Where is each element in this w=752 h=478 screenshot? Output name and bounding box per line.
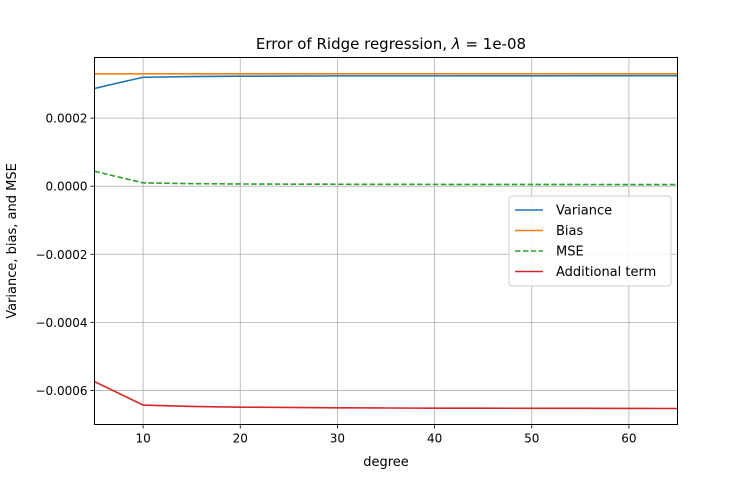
legend-label: Variance	[556, 204, 612, 219]
y-tick-label: 0.0002	[46, 112, 88, 126]
y-tick-label: −0.0002	[35, 248, 87, 262]
y-tick-label: 0.0000	[46, 180, 88, 194]
x-tick-label: 50	[524, 432, 539, 446]
y-tick-label: −0.0006	[35, 384, 87, 398]
chart-title: Error of Ridge regression, λ = 1e-08	[256, 35, 526, 53]
x-tick-label: 30	[330, 432, 345, 446]
title-lambda: λ	[451, 35, 461, 53]
x-tick-label: 40	[427, 432, 442, 446]
x-axis-label: degree	[363, 455, 409, 470]
series-line-mse	[94, 170, 678, 186]
legend-label: MSE	[556, 245, 584, 260]
title-suffix: = 1e-08	[461, 35, 526, 53]
series-line-variance	[94, 74, 678, 90]
series-layer	[94, 73, 678, 410]
legend: Variance Bias MSE Additional term	[508, 195, 672, 287]
legend-label: Additional term	[556, 265, 656, 280]
x-tick-label: 60	[621, 432, 636, 446]
series-line-additional-term	[94, 380, 678, 410]
tick-layer: 10 20 30 40 50 60 −0.0006 −0.0004 −0.0002 0.0000 0…	[35, 112, 636, 446]
legend-box	[508, 195, 672, 287]
x-tick-label: 10	[135, 432, 150, 446]
legend-label: Bias	[556, 224, 583, 239]
label-layer: Error of Ridge regression, λ = 1e-08 deg…	[5, 35, 526, 470]
title-prefix: Error of Ridge regression,	[256, 35, 452, 53]
y-axis-label: Variance, bias, and MSE	[5, 163, 20, 319]
y-tick-label: −0.0004	[35, 316, 87, 330]
x-tick-label: 20	[233, 432, 248, 446]
plot-frame	[94, 57, 678, 425]
